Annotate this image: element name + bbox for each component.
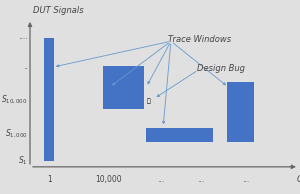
Text: DUT Signals: DUT Signals (33, 6, 83, 15)
Bar (227, 82, 254, 142)
Text: $S_1$: $S_1$ (18, 155, 27, 167)
Bar (44, 38, 54, 161)
Text: 1: 1 (47, 175, 52, 184)
Bar (146, 128, 213, 142)
Text: ....: .... (18, 32, 27, 41)
Text: ..: .. (22, 62, 27, 71)
Text: Cycles: Cycles (296, 175, 300, 184)
Text: Design Bug: Design Bug (197, 64, 245, 73)
Text: $S_{1,000}$: $S_{1,000}$ (4, 128, 27, 140)
Text: $S_{10,000}$: $S_{10,000}$ (1, 93, 27, 106)
Text: 🐛: 🐛 (147, 99, 151, 104)
Text: ...: ... (197, 175, 205, 184)
Bar (103, 66, 143, 109)
Text: ...: ... (157, 175, 164, 184)
Text: 10,000: 10,000 (95, 175, 122, 184)
Text: Trace Windows: Trace Windows (168, 35, 232, 44)
Text: ...: ... (242, 175, 249, 184)
